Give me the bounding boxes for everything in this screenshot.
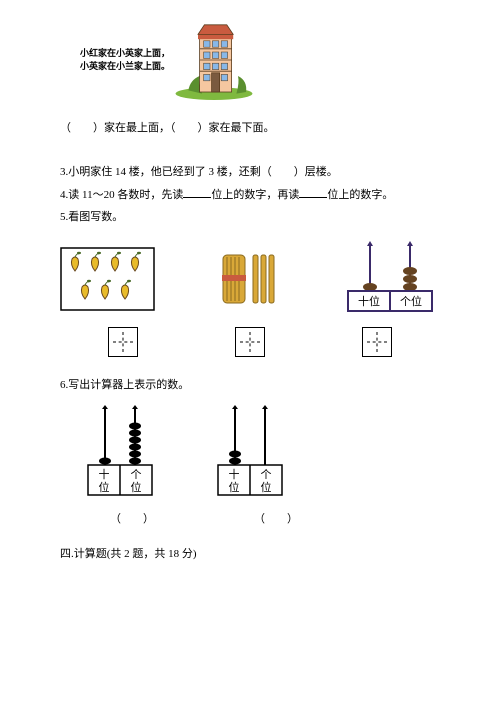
q2-m1: ）家在最上面，（: [93, 122, 176, 134]
q2-line: （ ）家在最上面，（ ）家在最下面。: [60, 120, 440, 138]
q2-blank-1: [71, 122, 93, 134]
paren-b: （ ）: [254, 510, 298, 526]
abacus-b-icon: 十 个 位 位: [210, 405, 290, 500]
svg-text:个: 个: [131, 468, 142, 481]
answer-box-1: [108, 327, 138, 357]
intro-line-1: 小红家在小英家上面，: [80, 47, 170, 61]
q3-after: ）层楼。: [294, 166, 338, 178]
q4-t2: 位上的数字，再读: [211, 189, 299, 201]
abacus-a-icon: 十 个 位 位: [80, 405, 160, 500]
q5-title: 5.看图写数。: [60, 209, 440, 227]
svg-text:位: 位: [229, 480, 240, 494]
page: 小红家在小英家上面， 小英家在小兰家上面。 （ ）家在最上面，（ ）家在最下面。: [0, 0, 500, 564]
paren-r-2: ）: [287, 513, 298, 525]
q6-title: 6.写出计算器上表示的数。: [60, 377, 440, 395]
abacus-q5-icon: 十位 个位: [340, 241, 440, 317]
answer-box-3: [362, 327, 392, 357]
q4-blank-2: [299, 185, 327, 198]
q5-answer-row: [60, 327, 440, 357]
q5-image-row: 十位 个位: [60, 241, 440, 317]
q4-blank-1: [183, 185, 211, 198]
q3-before: 3.小明家住 14 楼，他已经到了 3 楼，还剩（: [60, 166, 272, 178]
svg-text:十: 十: [99, 467, 110, 481]
q4-t1: 4.读 11～20 各数时，先读: [60, 189, 183, 201]
intro-text: 小红家在小英家上面， 小英家在小兰家上面。: [80, 47, 170, 74]
svg-text:个: 个: [261, 468, 272, 481]
svg-text:位: 位: [99, 480, 110, 494]
q4-line: 4.读 11～20 各数时，先读 位上的数字，再读 位上的数字。: [60, 185, 440, 205]
q4-t3: 位上的数字。: [327, 189, 393, 201]
q3-line: 3.小明家住 14 楼，他已经到了 3 楼，还剩（ ）层楼。: [60, 164, 440, 182]
abacus5-tens-label: 十位: [358, 294, 380, 308]
building-icon: [174, 20, 254, 100]
q2-p1: （: [60, 122, 71, 134]
q6-abacus-row: 十 个 位 位 十 个 位 位: [80, 405, 440, 500]
q3-blank: [272, 166, 294, 178]
intro-line-2: 小英家在小兰家上面。: [80, 60, 170, 74]
svg-text:十: 十: [229, 467, 240, 481]
q2-blank-2: [176, 122, 198, 134]
paren-l-1: （: [110, 513, 121, 525]
answer-box-2: [235, 327, 265, 357]
svg-text:位: 位: [261, 480, 272, 494]
abacus5-ones-label: 个位: [400, 294, 422, 308]
q2-m2: ）家在最下面。: [198, 122, 275, 134]
paren-r-1: ）: [143, 513, 154, 525]
sticks-icon: [203, 247, 293, 311]
q6-paren-row: （ ） （ ）: [110, 510, 440, 526]
intro-block: 小红家在小英家上面， 小英家在小兰家上面。: [80, 20, 440, 100]
pears-icon: [60, 247, 155, 311]
section-4-title: 四.计算题(共 2 题，共 18 分): [60, 546, 440, 564]
paren-a: （ ）: [110, 510, 154, 526]
svg-text:位: 位: [131, 480, 142, 494]
paren-l-2: （: [254, 513, 265, 525]
